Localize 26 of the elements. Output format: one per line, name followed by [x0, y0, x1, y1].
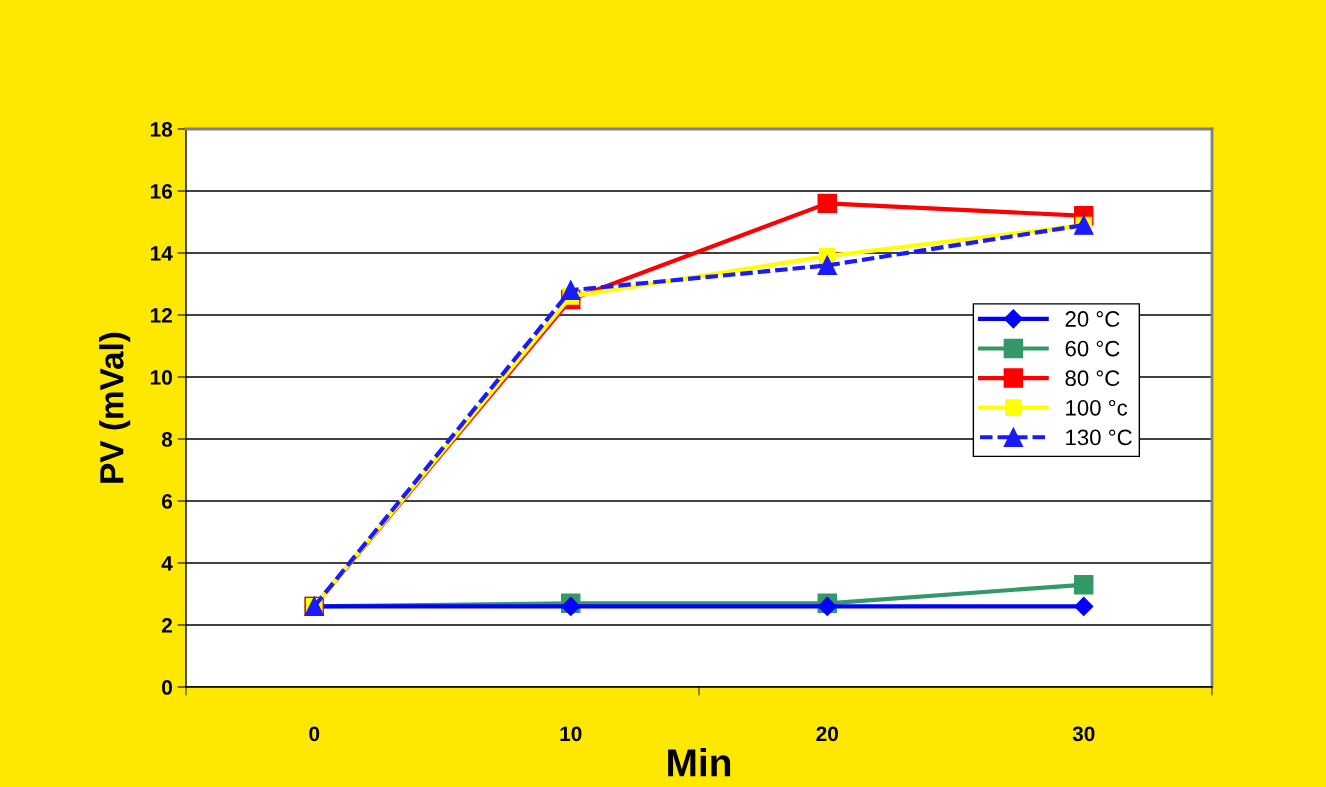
- y-tick-label: 4: [161, 556, 173, 571]
- legend-label: 100 °c: [1066, 399, 1128, 416]
- y-tick-label: 2: [161, 618, 172, 633]
- y-tick-label: 10: [150, 370, 172, 385]
- y-tick-label: 12: [150, 308, 172, 323]
- y-tick-label: 14: [150, 246, 173, 261]
- y-axis-title: PV (mVal): [99, 332, 131, 483]
- point: [561, 280, 581, 300]
- x-tick-label: 20: [816, 726, 838, 742]
- point: [1074, 574, 1094, 595]
- point: [817, 255, 837, 276]
- y-tick-label: 8: [161, 432, 173, 447]
- legend-label: 60 °C: [1065, 340, 1120, 357]
- x-tick-label: 0: [309, 726, 320, 742]
- x-tick-label: 30: [1072, 726, 1095, 742]
- point: [817, 193, 837, 214]
- legend-label: 130 °C: [1066, 429, 1132, 446]
- x-axis-title: Min: [668, 748, 731, 777]
- y-tick-label: 16: [150, 184, 173, 199]
- legend-label: 80 °C: [1065, 370, 1120, 387]
- legend-label: 20 °C: [1065, 311, 1120, 327]
- y-tick-label: 0: [162, 680, 172, 695]
- y-tick-label: 6: [161, 494, 173, 509]
- y-tick-label: 18: [150, 122, 173, 137]
- point: [1074, 596, 1094, 616]
- x-tick-label: 10: [560, 726, 582, 742]
